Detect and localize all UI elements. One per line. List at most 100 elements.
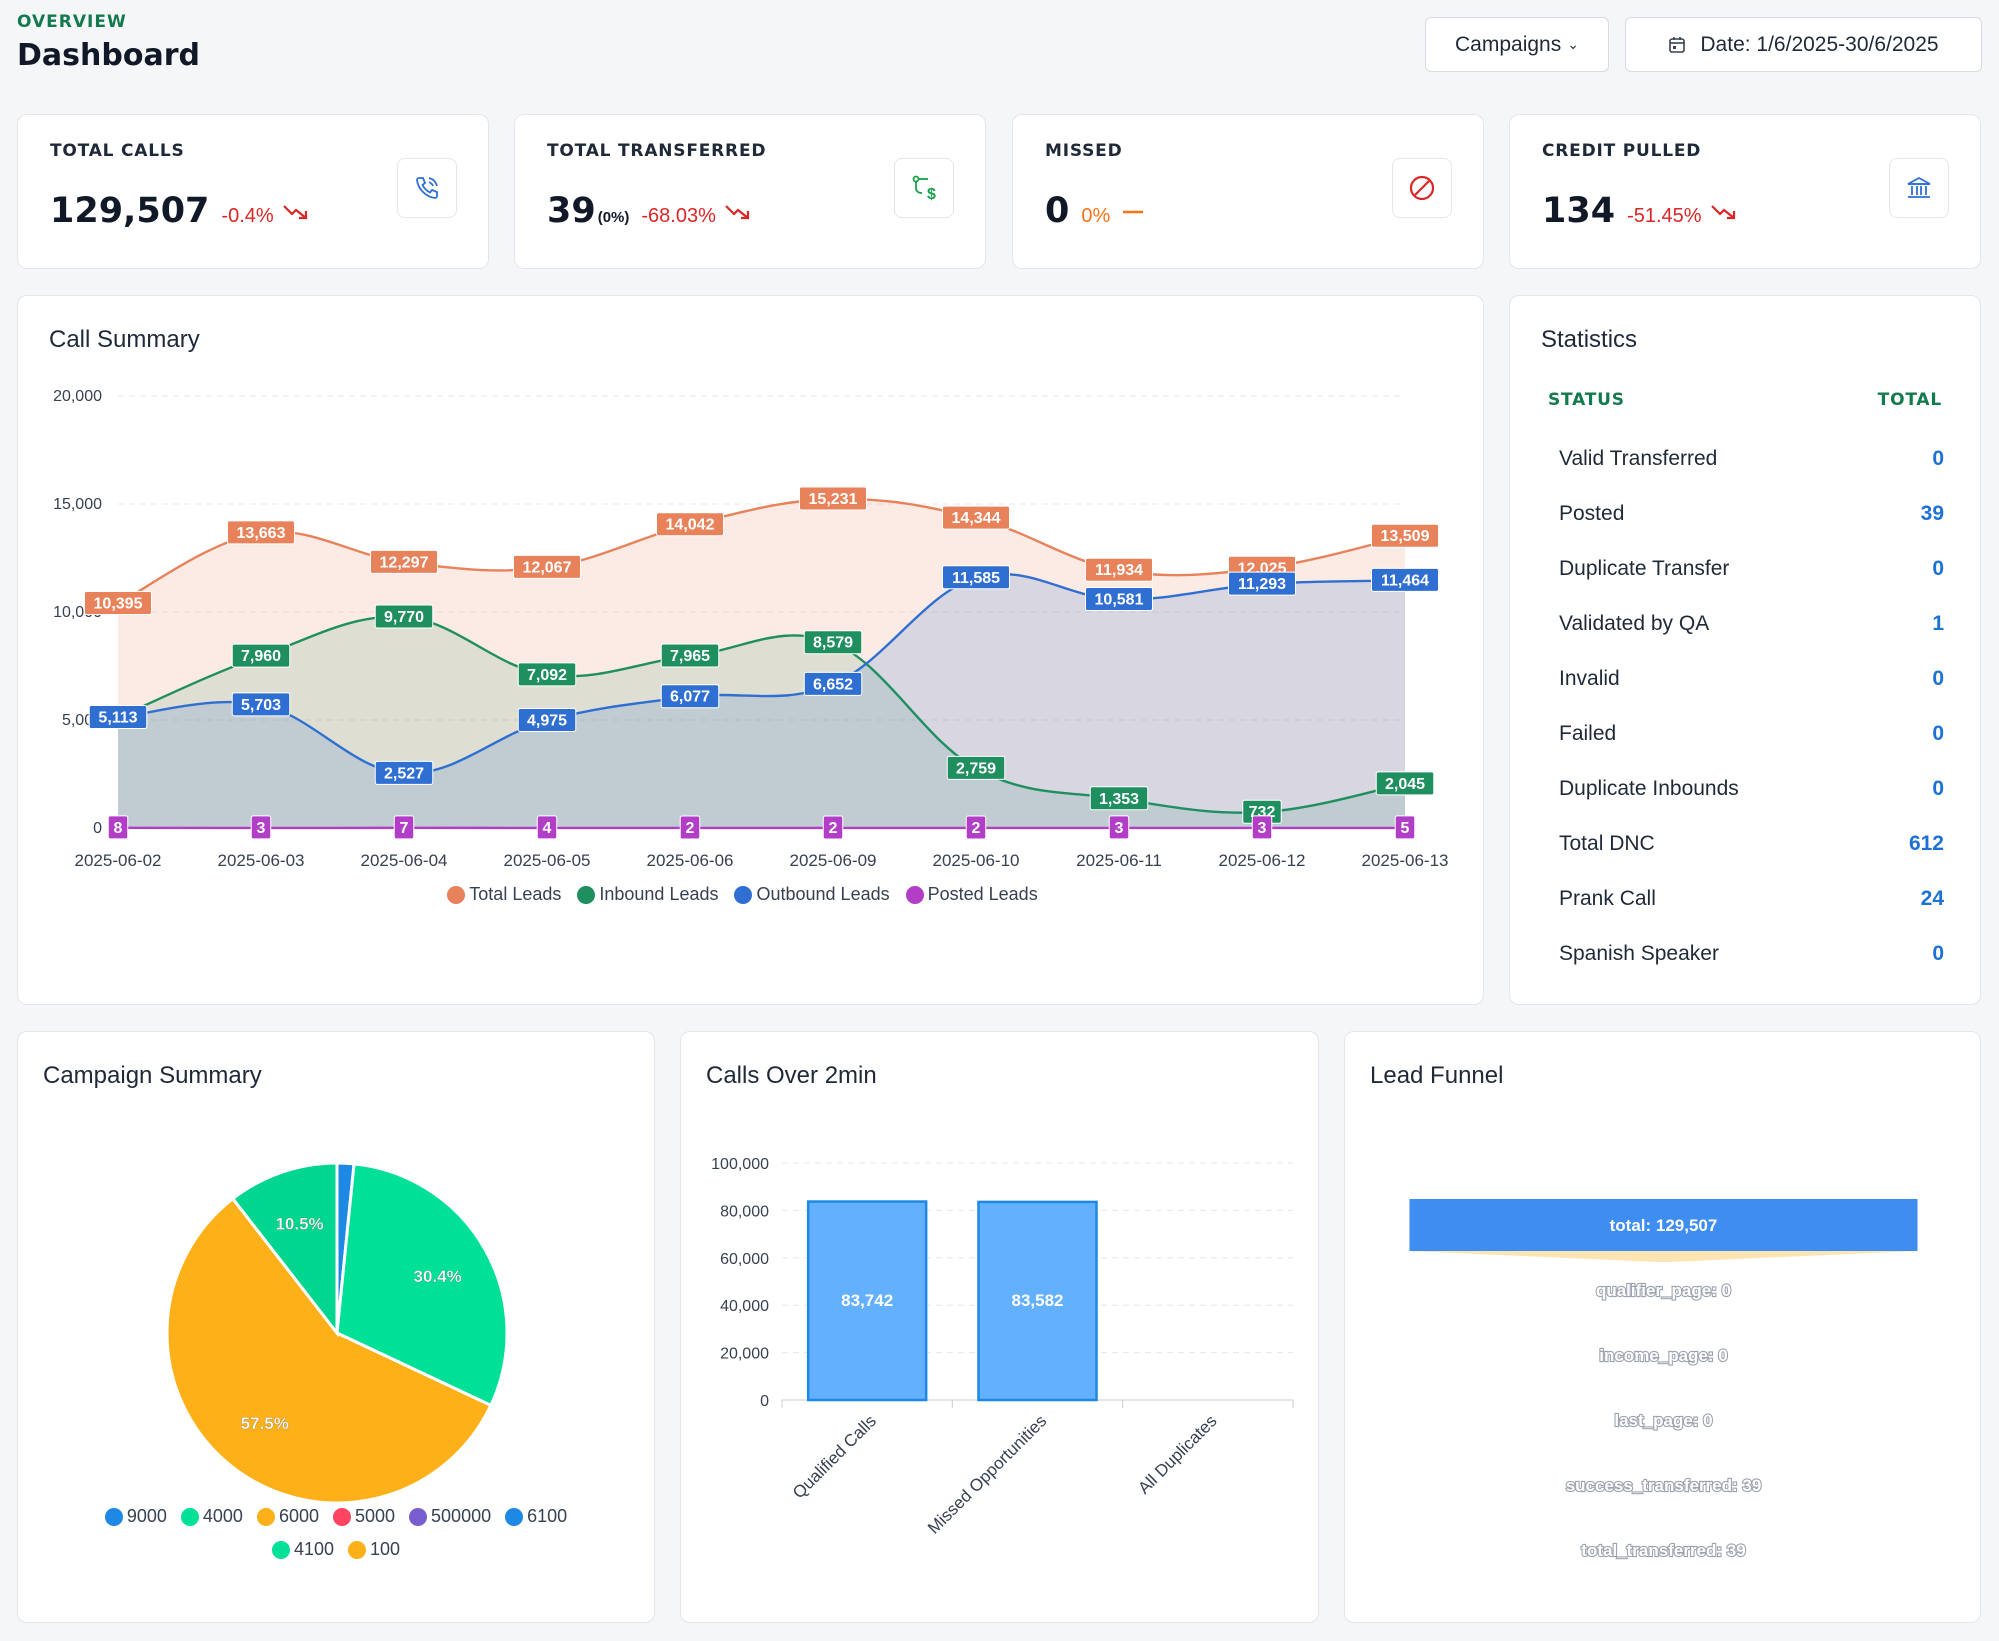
data-label-text: 11,293 — [1238, 576, 1286, 593]
data-label-box — [84, 590, 152, 615]
data-label: 11,585 — [942, 565, 1010, 590]
data-label: 2,527 — [374, 760, 434, 785]
legend-label: 6100 — [527, 1506, 568, 1526]
data-label-text: 8 — [114, 820, 123, 837]
stats-row-label: Posted — [1559, 502, 1625, 525]
data-label-text: 3 — [1258, 820, 1267, 837]
legend-item[interactable]: 100 — [348, 1539, 400, 1560]
statistics-card: Statistics STATUS TOTAL Valid Transferre… — [1509, 295, 1981, 1005]
calls-over-card: Calls Over 2min 0 20,000 40,000 60,000 80,00… — [680, 1031, 1319, 1623]
data-label-text: 5,113 — [98, 710, 137, 727]
y-tick-label: 0 — [760, 1393, 769, 1410]
campaigns-dropdown[interactable]: Campaigns ⌄ — [1425, 17, 1609, 72]
data-label-box — [679, 815, 701, 840]
y-tick-label: 0 — [93, 820, 102, 837]
legend-item[interactable]: 9000 — [104, 1506, 167, 1527]
stats-row: Duplicate Inbounds 0 — [1559, 774, 1944, 804]
stat-value: 134 — [1542, 191, 1616, 231]
stat-icon-box — [1392, 158, 1452, 218]
data-label-text: 15,231 — [809, 491, 858, 508]
stat-label: TOTAL TRANSFERRED — [547, 141, 767, 161]
data-label-text: 7,960 — [241, 648, 281, 665]
legend-item[interactable]: 4100 — [271, 1539, 334, 1560]
data-label: 3 — [1108, 815, 1130, 840]
data-label-text: 11,934 — [1095, 562, 1143, 579]
legend-label: Total Leads — [469, 884, 562, 904]
stat-value: 0 — [1045, 191, 1070, 231]
data-label-box — [250, 815, 272, 840]
funnel-stage-label: success_transferred: 39 — [1566, 1476, 1762, 1495]
data-label: 15,231 — [799, 486, 867, 511]
x-tick-label: 2025-06-09 — [790, 851, 877, 870]
data-label-text: 11,585 — [952, 570, 1000, 587]
data-label-box — [1085, 557, 1153, 582]
data-label-text: 13,509 — [1381, 528, 1430, 545]
legend-item[interactable]: Posted Leads — [905, 884, 1038, 905]
data-label-text: 12,297 — [380, 554, 429, 571]
data-label: 1,353 — [1089, 786, 1149, 811]
data-label: 2 — [822, 815, 844, 840]
funnel-stage-label: total: 129,507 — [1610, 1216, 1718, 1235]
legend-dot-icon — [905, 885, 924, 904]
stats-row-label: Duplicate Transfer — [1559, 557, 1730, 580]
series-area — [118, 498, 1405, 828]
data-label: 7 — [393, 815, 415, 840]
stats-row-label: Total DNC — [1559, 832, 1655, 855]
pie-slice-label: 57.5% — [241, 1414, 289, 1433]
data-label: 6,652 — [803, 671, 863, 696]
data-label-box — [107, 815, 129, 840]
svg-text:$: $ — [927, 186, 936, 203]
legend-item[interactable]: Inbound Leads — [577, 884, 718, 905]
bar — [977, 1200, 1098, 1402]
calendar-icon — [1669, 36, 1686, 53]
date-range-label: Date: 1/6/2025-30/6/2025 — [1700, 32, 1939, 56]
stats-row-value: 0 — [1932, 557, 1944, 580]
legend-item[interactable]: 4000 — [180, 1506, 243, 1527]
legend-dot-icon — [348, 1540, 366, 1559]
legend-item[interactable]: 5000 — [332, 1506, 395, 1527]
data-label: 7,965 — [660, 643, 720, 668]
data-label-box — [88, 705, 148, 730]
stats-row-label: Spanish Speaker — [1559, 942, 1719, 965]
data-label-box — [1375, 771, 1435, 796]
legend-dot-icon — [577, 885, 596, 904]
legend-item[interactable]: Outbound Leads — [734, 884, 890, 905]
data-label-text: 14,344 — [952, 510, 1001, 527]
stats-row-label: Invalid — [1559, 667, 1620, 690]
date-range-button[interactable]: Date: 1/6/2025-30/6/2025 — [1625, 17, 1982, 72]
data-label: 6,077 — [660, 684, 720, 709]
stats-row: Valid Transferred 0 — [1559, 444, 1944, 474]
data-label-text: 2,759 — [956, 760, 996, 777]
data-label: 11,464 — [1371, 567, 1439, 592]
legend-dot-icon — [180, 1507, 199, 1526]
data-label: 2 — [965, 815, 987, 840]
data-label-box — [803, 630, 863, 655]
legend-label: 500000 — [431, 1506, 492, 1526]
data-label-text: 5 — [1401, 820, 1410, 837]
data-label: 9,770 — [374, 604, 434, 629]
pie-slice — [335, 1162, 509, 1408]
phone-icon — [416, 177, 438, 199]
y-tick-label: 40,000 — [720, 1298, 769, 1315]
bank-icon — [1907, 176, 1931, 198]
legend-item[interactable]: Total Leads — [447, 884, 561, 905]
x-category-label: Missed Opportunities — [924, 1411, 1050, 1537]
stat-icon-box — [397, 158, 457, 218]
x-tick-label: 2025-06-04 — [361, 851, 448, 870]
data-label: 3 — [250, 815, 272, 840]
legend-item[interactable]: 6100 — [505, 1506, 567, 1527]
data-label-box — [656, 512, 724, 537]
data-label: 12,067 — [513, 554, 581, 579]
legend-label: 9000 — [126, 1506, 167, 1526]
funnel-stage-bar — [1409, 1199, 1918, 1251]
legend-dot-icon — [734, 885, 753, 904]
stats-row-value: 0 — [1932, 722, 1944, 745]
data-label-text: 8,579 — [813, 635, 853, 652]
stat-card-total-calls: TOTAL CALLS 129,507 -0.4% — [17, 114, 489, 269]
legend-item[interactable]: 500000 — [409, 1506, 491, 1527]
legend-item[interactable]: 6000 — [256, 1506, 319, 1527]
series-area — [118, 573, 1405, 828]
data-label-text: 14,042 — [666, 517, 715, 534]
data-label-box — [1371, 567, 1439, 592]
